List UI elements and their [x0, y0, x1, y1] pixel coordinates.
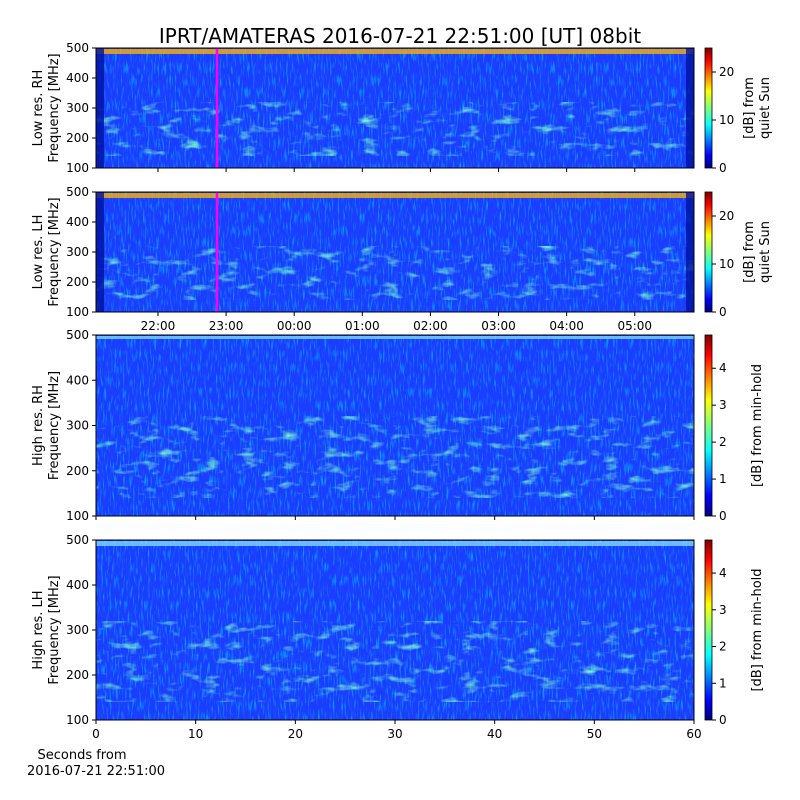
spectrogram-top-band: [96, 336, 694, 339]
colorbar-label-line: [dB] from min-hold: [750, 568, 765, 691]
y-axis-label-line: High res. LH: [31, 590, 46, 669]
y-tick-label: 400: [66, 578, 89, 592]
colorbar: [704, 539, 713, 721]
x-tick-label: 0: [92, 727, 100, 741]
x-tick-label: 22:00: [141, 319, 176, 333]
x-tick-label: 20: [288, 727, 303, 741]
colorbar-label-line: [dB] from min-hold: [750, 364, 765, 487]
colorbar-label: [dB] fromquiet Sun: [742, 221, 773, 283]
colorbar-tick-label: 3: [719, 603, 727, 617]
colorbar: [704, 191, 713, 313]
colorbar-tick-label: 1: [719, 472, 727, 486]
x-tick-label: 04:00: [549, 319, 584, 333]
y-tick-label: 300: [66, 101, 89, 115]
colorbar-tick-label: 2: [719, 435, 727, 449]
spectrogram-band: [96, 102, 694, 156]
y-tick-label: 100: [66, 161, 89, 175]
spectrogram-top-band: [96, 49, 694, 54]
colorbar-tick-label: 4: [719, 361, 727, 375]
colorbar-tick-label: 20: [719, 65, 734, 79]
colorbar-label-line: quiet Sun: [758, 77, 773, 139]
x-tick-label: 03:00: [481, 319, 516, 333]
colorbar: [704, 334, 713, 517]
x-tick-label: 01:00: [345, 319, 380, 333]
y-axis-label-line: Frequency [MHz]: [47, 371, 62, 480]
y-tick-label: 500: [66, 41, 89, 55]
colorbar-tick-label: 10: [719, 257, 734, 271]
y-tick-label: 500: [66, 328, 89, 342]
y-axis-label-line: Low res. LH: [31, 215, 46, 290]
edge-right: [686, 192, 694, 312]
y-tick-label: 200: [66, 668, 89, 682]
y-axis-label-line: Frequency [MHz]: [47, 575, 62, 684]
y-tick-label: 100: [66, 713, 89, 727]
colorbar-label: [dB] from min-hold: [750, 568, 765, 691]
x-axis-label: 2016-07-21 22:51:00: [27, 764, 165, 779]
y-tick-label: 200: [66, 131, 89, 145]
colorbar-tick-label: 10: [719, 113, 734, 127]
colorbar-tick-label: 0: [719, 713, 727, 727]
colorbar-tick-label: 2: [719, 640, 727, 654]
colorbar-label: [dB] from min-hold: [750, 364, 765, 487]
colorbar-label: [dB] fromquiet Sun: [742, 77, 773, 139]
y-tick-label: 500: [66, 533, 89, 547]
x-tick-label: 05:00: [617, 319, 652, 333]
colorbar-label-line: [dB] from: [742, 221, 757, 283]
y-tick-label: 300: [66, 245, 89, 259]
y-tick-label: 400: [66, 71, 89, 85]
y-axis-label-line: High res. RH: [31, 385, 46, 466]
y-axis-label-line: Frequency [MHz]: [47, 197, 62, 306]
colorbar-tick-label: 4: [719, 566, 727, 580]
colorbar-tick-label: 1: [719, 676, 727, 690]
y-tick-label: 300: [66, 623, 89, 637]
y-tick-label: 400: [66, 373, 89, 387]
colorbar-tick-label: 0: [719, 305, 727, 319]
y-axis-label: High res. LHFrequency [MHz]: [31, 575, 62, 684]
x-axis-label: Seconds from: [37, 748, 126, 763]
chart-title: IPRT/AMATERAS 2016-07-21 22:51:00 [UT] 0…: [159, 24, 641, 48]
spectrogram-band: [96, 246, 694, 300]
y-tick-label: 500: [66, 185, 89, 199]
spectrogram-band: [96, 621, 694, 702]
y-tick-label: 400: [66, 215, 89, 229]
y-axis-label-line: Frequency [MHz]: [47, 53, 62, 162]
y-axis-label: High res. RHFrequency [MHz]: [31, 371, 62, 480]
colorbar-tick-label: 0: [719, 509, 727, 523]
y-axis-label: Low res. LHFrequency [MHz]: [31, 197, 62, 306]
x-tick-label: 23:00: [209, 319, 244, 333]
edge-right: [686, 48, 694, 168]
edge-left: [96, 48, 104, 168]
y-tick-label: 200: [66, 275, 89, 289]
colorbar-label-line: [dB] from: [742, 77, 757, 139]
spectrogram-top-band: [96, 541, 694, 546]
x-tick-label: 40: [487, 727, 502, 741]
y-tick-label: 200: [66, 464, 89, 478]
x-tick-label: 50: [587, 727, 602, 741]
x-tick-label: 30: [387, 727, 402, 741]
colorbar-tick-label: 3: [719, 398, 727, 412]
colorbar: [704, 47, 713, 169]
y-tick-label: 300: [66, 419, 89, 433]
y-tick-label: 100: [66, 305, 89, 319]
y-axis-label-line: Low res. RH: [31, 70, 46, 147]
x-tick-label: 00:00: [277, 319, 312, 333]
x-tick-label: 60: [686, 727, 701, 741]
x-tick-label: 02:00: [413, 319, 448, 333]
spectrogram-top-band: [96, 193, 694, 198]
edge-left: [96, 192, 104, 312]
colorbar-tick-label: 20: [719, 209, 734, 223]
y-tick-label: 100: [66, 509, 89, 523]
colorbar-label-line: quiet Sun: [758, 221, 773, 283]
colorbar-tick-label: 0: [719, 161, 727, 175]
spectrogram-band: [96, 416, 694, 498]
x-tick-label: 10: [188, 727, 203, 741]
y-axis-label: Low res. RHFrequency [MHz]: [31, 53, 62, 162]
